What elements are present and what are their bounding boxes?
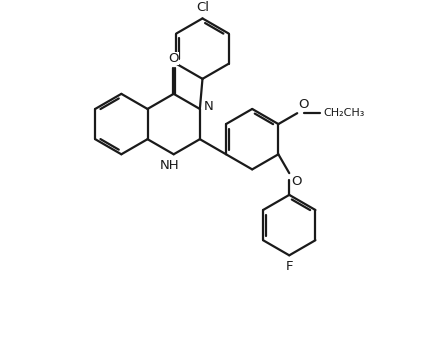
Text: O: O <box>168 52 179 65</box>
Text: CH₂CH₃: CH₂CH₃ <box>323 108 364 118</box>
Text: NH: NH <box>159 159 179 172</box>
Text: N: N <box>204 100 213 113</box>
Text: F: F <box>285 259 293 273</box>
Text: O: O <box>291 175 301 188</box>
Text: Cl: Cl <box>196 1 209 14</box>
Text: O: O <box>299 98 309 111</box>
